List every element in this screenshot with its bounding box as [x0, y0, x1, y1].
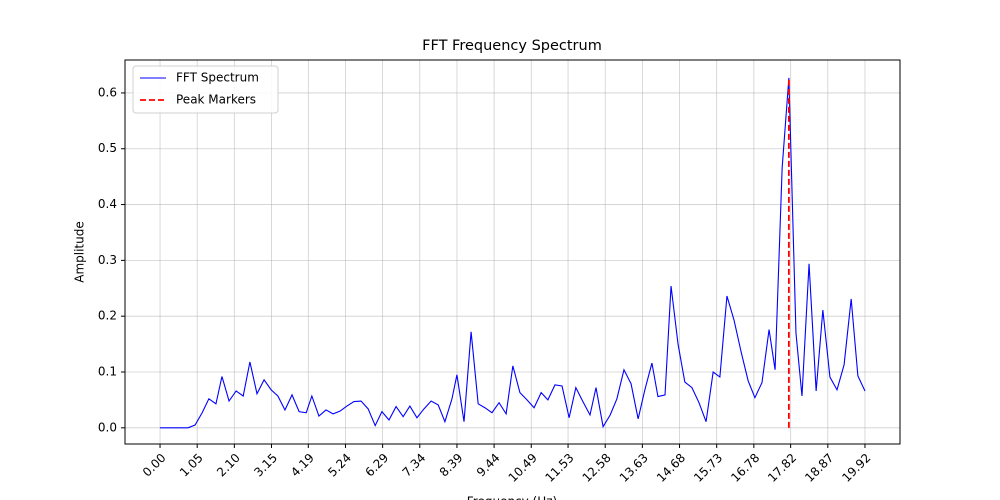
y-tick-label: 0.4	[98, 197, 117, 211]
legend-label: Peak Markers	[176, 93, 256, 107]
y-tick-label: 0.6	[98, 85, 117, 99]
y-tick-label: 0.3	[98, 253, 117, 267]
x-axis-label: Frequency (Hz)	[467, 495, 558, 500]
y-tick-label: 0.2	[98, 309, 117, 323]
y-tick-label: 0.0	[98, 420, 117, 434]
y-tick-label: 0.5	[98, 141, 117, 155]
chart-title: FFT Frequency Spectrum	[422, 38, 602, 54]
series-line	[160, 77, 866, 429]
y-axis-label: Amplitude	[73, 221, 87, 283]
y-tick-label: 0.1	[98, 365, 117, 379]
legend-box	[132, 65, 279, 114]
plot-frame	[124, 59, 901, 445]
legend-label: FFT Spectrum	[176, 71, 259, 85]
